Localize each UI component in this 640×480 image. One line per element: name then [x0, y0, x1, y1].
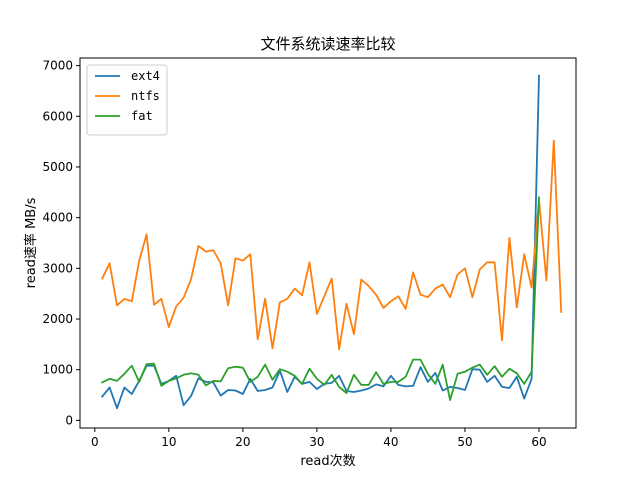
x-axis: 0 10 20 30 40 50 60 — [91, 428, 547, 449]
series-line-ntfs — [100, 139, 563, 351]
legend-label-ntfs: ntfs — [131, 89, 160, 103]
legend-box — [86, 64, 168, 136]
y-tick-label: 1000 — [42, 363, 73, 377]
legend-label-fat: fat — [131, 109, 153, 123]
y-tick-label: 7000 — [42, 59, 73, 73]
y-tick-label: 2000 — [42, 312, 73, 326]
x-axis-label: read次数 — [300, 453, 355, 469]
y-tick-label: 0 — [65, 413, 73, 427]
x-tick-label: 30 — [309, 435, 324, 449]
y-axis-label: read速率 MB/s — [23, 197, 39, 288]
plot-area-frame — [79, 57, 577, 429]
x-tick-label: 20 — [235, 435, 250, 449]
x-tick-label: 40 — [383, 435, 398, 449]
y-tick-label: 5000 — [42, 160, 73, 174]
x-tick-label: 60 — [531, 435, 546, 449]
x-tick-label: 0 — [91, 435, 99, 449]
y-tick-label: 6000 — [42, 109, 73, 123]
legend-label-ext4: ext4 — [131, 69, 160, 83]
x-tick-label: 10 — [161, 435, 176, 449]
x-tick-label: 50 — [457, 435, 472, 449]
y-tick-label: 4000 — [42, 211, 73, 225]
legend: ext4 ntfs fat — [86, 64, 168, 136]
chart-title: 文件系统读速率比较 — [260, 35, 395, 53]
series-line-fat — [100, 196, 540, 402]
y-tick-label: 3000 — [42, 261, 73, 275]
series-line-ext4 — [100, 74, 540, 410]
series-layer — [100, 74, 563, 410]
y-axis: 0 1000 2000 3000 4000 5000 6000 7000 — [42, 59, 80, 427]
